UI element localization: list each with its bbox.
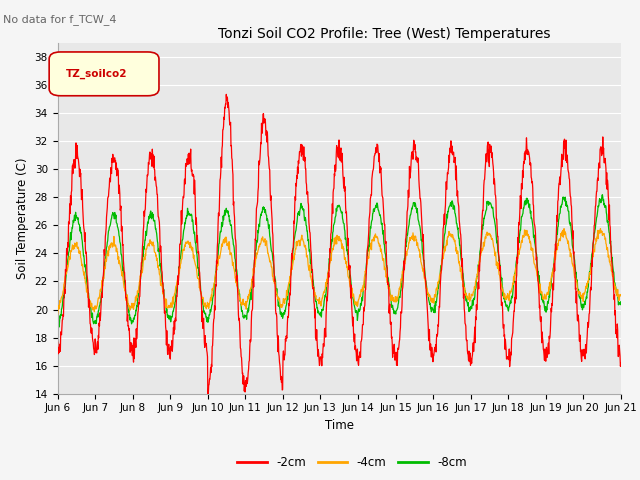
-4cm [617, 293, 625, 299]
-2cm [428, 354, 435, 360]
-4cm [242, 299, 250, 304]
Line: -4cm: -4cm [58, 228, 621, 314]
Line: -8cm: -8cm [58, 195, 621, 327]
-8cm [500, 294, 508, 300]
-8cm [617, 299, 625, 305]
Text: No data for f_TCW_4: No data for f_TCW_4 [3, 14, 116, 25]
Legend: -2cm, -4cm, -8cm: -2cm, -4cm, -8cm [232, 452, 472, 474]
-2cm [617, 360, 625, 366]
Text: TZ_soilco2: TZ_soilco2 [66, 69, 127, 79]
Title: Tonzi Soil CO2 Profile: Tree (West) Temperatures: Tonzi Soil CO2 Profile: Tree (West) Temp… [218, 27, 550, 41]
Y-axis label: Soil Temperature (C): Soil Temperature (C) [16, 157, 29, 279]
-8cm [166, 315, 173, 321]
-2cm [243, 375, 250, 381]
-2cm [54, 339, 61, 345]
-2cm [179, 197, 187, 203]
Line: -2cm: -2cm [58, 95, 621, 404]
-4cm [54, 312, 61, 317]
-8cm [598, 192, 606, 198]
-4cm [500, 295, 508, 300]
-8cm [243, 312, 250, 318]
-8cm [179, 232, 187, 238]
-8cm [427, 305, 435, 311]
FancyBboxPatch shape [49, 52, 159, 96]
-8cm [550, 256, 558, 262]
-4cm [560, 226, 568, 231]
-4cm [550, 264, 557, 269]
-2cm [551, 268, 559, 274]
-4cm [427, 297, 435, 303]
-2cm [223, 92, 230, 97]
-4cm [179, 247, 187, 252]
X-axis label: Time: Time [324, 419, 354, 432]
-4cm [165, 303, 173, 309]
-2cm [204, 401, 212, 407]
-8cm [55, 324, 63, 330]
-8cm [54, 316, 61, 322]
-2cm [165, 348, 173, 353]
-2cm [501, 347, 509, 352]
